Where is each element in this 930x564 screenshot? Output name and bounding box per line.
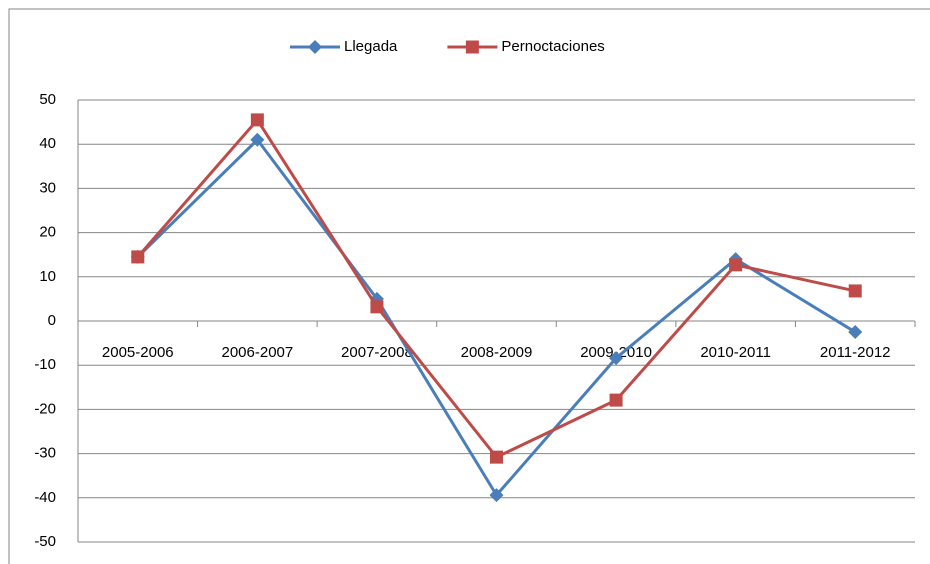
data-point	[489, 488, 504, 503]
y-tick-label: 40	[39, 135, 56, 152]
x-tick-label: 2005-2006	[102, 344, 174, 361]
data-point	[370, 300, 384, 314]
y-tick-label: -30	[34, 445, 56, 462]
y-tick-label: -10	[34, 356, 56, 373]
y-tick-label: -20	[34, 400, 56, 417]
legend-label: Llegada	[344, 38, 398, 55]
data-point	[848, 325, 863, 340]
y-tick-label: 30	[39, 179, 56, 196]
x-tick-label: 2008-2009	[461, 344, 533, 361]
data-point	[729, 258, 743, 272]
x-tick-label: 2010-2011	[700, 344, 771, 361]
data-point	[848, 284, 862, 298]
y-tick-label: 10	[39, 268, 56, 285]
data-point	[250, 113, 264, 127]
data-point	[250, 132, 265, 147]
x-tick-label: 2006-2007	[221, 344, 293, 361]
chart-border	[8, 8, 930, 564]
data-point	[131, 250, 145, 264]
y-tick-label: 20	[39, 224, 56, 241]
legend-marker	[465, 40, 479, 54]
legend-label: Pernoctaciones	[501, 38, 604, 55]
y-tick-label: -40	[34, 489, 56, 506]
y-tick-label: -50	[34, 533, 56, 550]
x-tick-label: 2007-2008	[341, 344, 413, 361]
y-tick-label: 0	[48, 312, 56, 329]
data-point	[609, 351, 624, 366]
data-point	[609, 393, 623, 407]
x-tick-label: 2011-2012	[820, 344, 891, 361]
legend-marker	[308, 40, 322, 54]
data-point	[490, 450, 503, 464]
y-tick-label: 50	[39, 91, 56, 108]
